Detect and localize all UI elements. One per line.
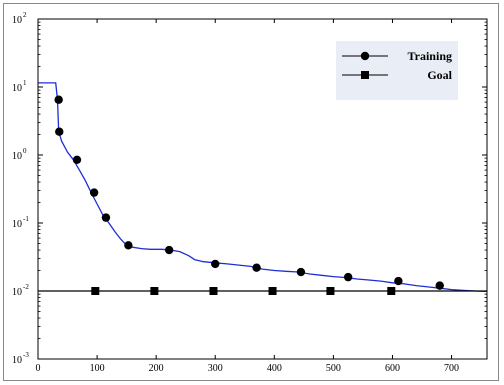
plot-area	[38, 82, 488, 295]
y-tick-exponent: 2	[23, 11, 27, 19]
training-point	[343, 272, 353, 282]
x-tick-label: 500	[326, 363, 341, 374]
legend-training-label: Training	[408, 49, 452, 63]
x-tick-label: 200	[149, 363, 164, 374]
x-tick-label: 0	[36, 363, 41, 374]
y-tick-exponent: 1	[23, 79, 27, 87]
legend-goal-marker	[361, 71, 369, 79]
y-tick-exponent: -2	[23, 283, 29, 291]
training-point	[252, 263, 261, 272]
goal-point	[268, 287, 277, 295]
legend-box	[336, 41, 458, 100]
x-tick-label: 300	[208, 363, 223, 374]
y-tick-label: 10	[12, 287, 22, 298]
x-tick-label: 100	[90, 363, 105, 374]
training-point	[164, 245, 174, 255]
y-tick-exponent: -3	[23, 351, 29, 359]
y-tick-label: 10	[12, 15, 22, 26]
y-tick-label: 10	[12, 83, 22, 94]
y-tick-exponent: 0	[23, 147, 27, 155]
training-point	[72, 155, 82, 164]
training-point	[54, 95, 63, 104]
x-tick-label: 700	[444, 363, 459, 374]
y-tick-label: 10	[12, 355, 22, 366]
goal-point	[387, 287, 396, 295]
training-point	[101, 213, 111, 222]
goal-point	[209, 287, 218, 295]
y-tick-label: 10	[12, 219, 22, 230]
y-tick-label: 10	[12, 151, 22, 162]
training-line	[38, 82, 488, 292]
y-tick-exponent: -1	[23, 215, 29, 223]
axis-box	[37, 18, 488, 360]
training-point	[124, 241, 133, 250]
training-point	[394, 276, 403, 286]
x-tick-label: 400	[267, 363, 282, 374]
x-tick-label: 600	[385, 363, 400, 374]
training-point	[55, 127, 64, 136]
legend-goal-label: Goal	[427, 68, 452, 82]
goal-point	[150, 287, 159, 295]
goal-point	[91, 287, 100, 295]
training-point	[435, 281, 444, 290]
goal-point	[326, 287, 335, 295]
training-point	[211, 259, 220, 269]
legend-training-marker	[360, 51, 370, 61]
training-point	[89, 188, 99, 197]
training-point	[296, 267, 306, 277]
legend: Training Goal	[342, 49, 453, 82]
